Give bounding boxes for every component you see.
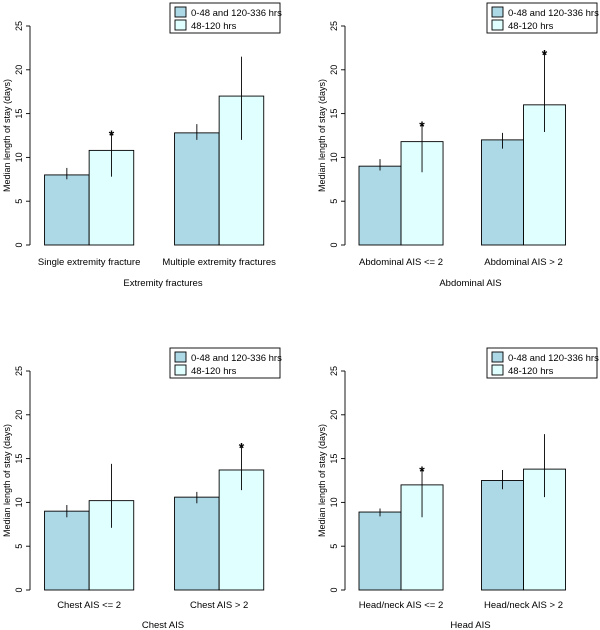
legend-swatch xyxy=(491,351,504,363)
category-label: Head/neck AIS > 2 xyxy=(484,600,563,611)
bar-series-a xyxy=(174,132,220,246)
legend-label: 48-120 hrs xyxy=(191,21,237,32)
legend: 0-48 and 120-336 hrs 48-120 hrs xyxy=(169,2,282,34)
legend-label: 0-48 and 120-336 hrs xyxy=(508,353,599,364)
significance-marker: * xyxy=(419,118,425,134)
y-axis-label: Median length of stay (days) xyxy=(317,424,327,537)
category-label: Head/neck AIS <= 2 xyxy=(359,600,444,611)
y-tick-label: 0 xyxy=(329,587,339,592)
y-tick-label: 15 xyxy=(14,109,24,119)
bar-series-a xyxy=(44,174,90,246)
legend-box xyxy=(486,2,598,34)
y-tick-label: 5 xyxy=(329,544,339,549)
y-tick-label: 20 xyxy=(329,65,339,75)
x-axis-label: Head AIS xyxy=(450,620,490,630)
legend-label: 48-120 hrs xyxy=(508,366,554,377)
legend-swatch xyxy=(174,6,187,18)
bar-series-a xyxy=(174,496,220,591)
y-tick-label: 5 xyxy=(14,199,24,204)
y-tick-label: 25 xyxy=(329,366,339,376)
legend-swatch xyxy=(491,364,504,376)
y-tick-label: 25 xyxy=(14,21,24,31)
y-tick-label: 25 xyxy=(329,21,339,31)
y-tick-label: 0 xyxy=(329,242,339,247)
category-label: Chest AIS > 2 xyxy=(190,600,248,611)
bar-series-a xyxy=(44,510,90,591)
chart-panel-1: 0 5 10 15 20 25 Median length of stay (days) * S… xyxy=(2,2,282,289)
legend-label: 0-48 and 120-336 hrs xyxy=(191,8,282,19)
category-label: Abdominal AIS > 2 xyxy=(484,257,562,268)
y-tick-label: 10 xyxy=(14,152,24,162)
category-label: Multiple extremity fractures xyxy=(162,257,276,268)
legend-label: 0-48 and 120-336 hrs xyxy=(191,353,282,364)
chart-panel-4: 0 5 10 15 20 25 Median length of stay (days) * H… xyxy=(317,347,599,630)
legend-label: 48-120 hrs xyxy=(508,21,554,32)
y-tick-label: 10 xyxy=(329,152,339,162)
y-tick-label: 15 xyxy=(14,454,24,464)
y-axis-label: Median length of stay (days) xyxy=(317,79,327,192)
bar-series-a xyxy=(358,165,402,246)
y-tick-label: 15 xyxy=(329,109,339,119)
x-axis-label: Abdominal AIS xyxy=(439,278,501,289)
category-label: Abdominal AIS <= 2 xyxy=(359,257,443,268)
legend-swatch xyxy=(174,364,187,376)
legend: 0-48 and 120-336 hrs 48-120 hrs xyxy=(169,347,282,379)
y-tick-label: 10 xyxy=(14,497,24,507)
y-tick-label: 20 xyxy=(14,410,24,420)
category-label: Chest AIS <= 2 xyxy=(57,600,121,611)
chart-panel-3: 0 5 10 15 20 25 Median length of stay (days) Ch… xyxy=(2,347,282,630)
bar-series-a xyxy=(358,511,402,591)
y-tick-label: 15 xyxy=(329,454,339,464)
y-tick-label: 20 xyxy=(14,65,24,75)
category-label: Single extremity fracture xyxy=(38,257,140,268)
legend-box xyxy=(169,2,281,34)
y-tick-label: 0 xyxy=(14,242,24,247)
significance-marker: * xyxy=(542,46,548,62)
y-tick-label: 25 xyxy=(14,366,24,376)
x-axis-label: Chest AIS xyxy=(142,620,184,630)
chart-panel-2: 0 5 10 15 20 25 Median length of stay (days) * A… xyxy=(317,2,599,289)
y-tick-label: 5 xyxy=(14,544,24,549)
legend-swatch xyxy=(174,19,187,31)
significance-marker: * xyxy=(239,439,245,455)
legend-label: 48-120 hrs xyxy=(191,366,237,377)
significance-marker: * xyxy=(109,127,115,143)
legend-box xyxy=(486,347,598,379)
y-tick-label: 20 xyxy=(329,410,339,420)
legend-swatch xyxy=(491,19,504,31)
legend-label: 0-48 and 120-336 hrs xyxy=(508,8,599,19)
y-tick-label: 5 xyxy=(329,199,339,204)
legend-box xyxy=(169,347,281,379)
y-tick-label: 0 xyxy=(14,587,24,592)
y-axis-label: Median length of stay (days) xyxy=(2,424,12,537)
y-tick-label: 10 xyxy=(329,497,339,507)
x-axis-label: Extremity fractures xyxy=(123,278,202,289)
legend-swatch xyxy=(491,6,504,18)
bar-series-a xyxy=(481,480,524,591)
bar-series-a xyxy=(481,139,524,246)
legend: 0-48 and 120-336 hrs 48-120 hrs xyxy=(486,347,599,379)
legend: 0-48 and 120-336 hrs 48-120 hrs xyxy=(486,2,599,34)
legend-swatch xyxy=(174,351,187,363)
y-axis-label: Median length of stay (days) xyxy=(2,79,12,192)
significance-marker: * xyxy=(419,463,425,479)
